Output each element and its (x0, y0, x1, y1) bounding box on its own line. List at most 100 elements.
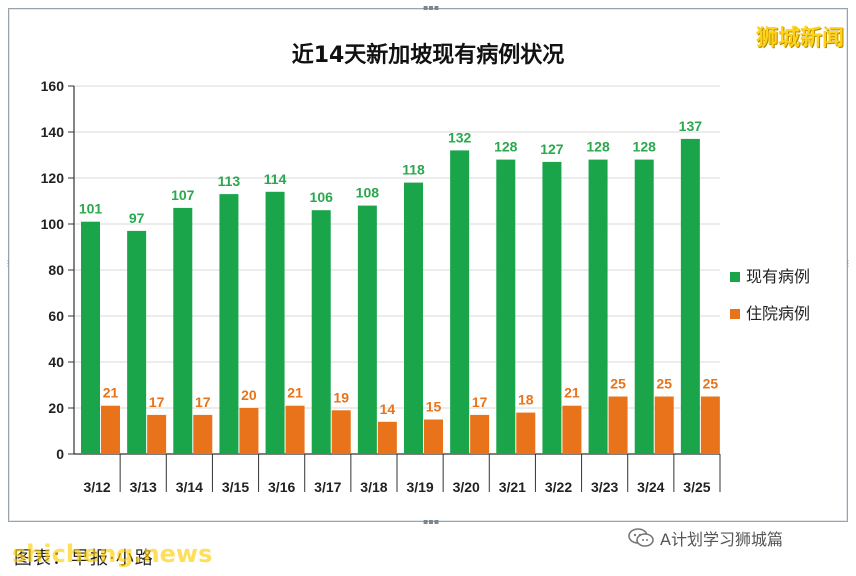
legend-label: 住院病例 (746, 304, 810, 323)
bar-hospitalized (562, 405, 582, 454)
bar-existing (265, 191, 285, 455)
bar-existing (357, 205, 377, 454)
bar-hospitalized (424, 419, 443, 454)
x-tick-label: 3/21 (499, 479, 526, 495)
x-tick-label: 3/19 (406, 479, 433, 495)
wechat-icon (628, 528, 654, 547)
bar-hospitalized (700, 396, 720, 454)
resize-handle-right[interactable]: ⋮ (844, 259, 852, 268)
data-label: 97 (129, 210, 145, 226)
bar-existing (219, 194, 239, 454)
x-tick-label: 3/14 (176, 479, 203, 495)
data-label: 17 (149, 394, 165, 410)
wechat-account: A计划学习狮城篇 (628, 528, 783, 549)
data-label: 128 (494, 139, 518, 155)
bar-hospitalized (470, 414, 490, 454)
wechat-account-name: A计划学习狮城篇 (660, 530, 783, 549)
legend-swatch (730, 309, 740, 319)
resize-handle-bottom[interactable]: ▪▪▪ (423, 517, 440, 526)
bar-existing (127, 230, 147, 454)
data-label: 128 (586, 139, 610, 155)
x-tick-label: 3/20 (453, 479, 480, 495)
bars (81, 138, 720, 455)
bar-hospitalized (193, 414, 213, 454)
x-tick-label: 3/18 (360, 479, 387, 495)
legend-swatch (730, 272, 740, 282)
bar-hospitalized (239, 408, 259, 454)
data-label: 17 (195, 394, 211, 410)
bar-existing (450, 150, 470, 454)
data-label: 18 (518, 392, 534, 408)
x-tick-label: 3/13 (130, 479, 157, 495)
data-label: 19 (333, 389, 349, 405)
bar-existing (680, 138, 700, 454)
bar-hospitalized (285, 405, 305, 454)
data-label: 108 (356, 185, 380, 201)
data-label: 107 (171, 187, 195, 203)
data-label: 106 (310, 189, 334, 205)
data-label: 21 (103, 385, 119, 401)
data-label: 21 (287, 385, 303, 401)
bar-existing (588, 159, 608, 454)
x-tick-label: 3/24 (637, 479, 664, 495)
x-tick-label: 3/23 (591, 479, 618, 495)
bar-existing (496, 159, 516, 454)
y-tick-label: 120 (41, 170, 65, 186)
data-label: 25 (610, 376, 626, 392)
data-label: 113 (218, 173, 241, 189)
data-labels: 101 21 97 17 107 17 113 20 114 21 106 19 108 14 118 15 1… (79, 118, 719, 417)
y-tick-label: 160 (41, 78, 65, 94)
y-tick-label: 0 (56, 446, 64, 462)
y-tick-label: 140 (41, 124, 65, 140)
x-axis: 3/12 3/13 3/14 3/15 3/16 3/17 3/18 3/19 3/20 3/21… (74, 453, 721, 495)
data-label: 114 (264, 171, 287, 187)
y-tick-label: 40 (48, 354, 64, 370)
chart-title: 近14天新加坡现有病例状况 (292, 42, 565, 68)
data-label: 137 (679, 118, 703, 134)
y-tick-label: 20 (48, 400, 64, 416)
data-label: 132 (448, 129, 472, 145)
y-tick-label: 80 (48, 262, 64, 278)
watermark-logo: 狮城新闻 (755, 25, 844, 51)
data-label: 21 (564, 385, 580, 401)
y-axis: 0 20 40 60 80 100 120 140 160 (41, 78, 75, 462)
data-label: 25 (703, 376, 719, 392)
bar-hospitalized (654, 396, 674, 454)
data-label: 118 (402, 162, 425, 178)
bar-existing (404, 182, 423, 454)
legend-label: 现有病例 (746, 267, 810, 286)
bar-hospitalized (331, 410, 351, 454)
y-tick-label: 60 (48, 308, 64, 324)
bar-hospitalized (147, 414, 167, 454)
data-label: 25 (656, 376, 672, 392)
bar-hospitalized (377, 421, 397, 454)
data-label: 127 (540, 141, 564, 157)
resize-handle-top[interactable]: ▪▪▪ (423, 3, 440, 12)
bar-hospitalized (101, 405, 120, 454)
data-label: 101 (79, 201, 103, 217)
bar-existing (542, 161, 562, 454)
source-watermark: shicheng.news (12, 540, 213, 568)
source-credit: 图表：早报·小路 (14, 548, 154, 569)
bar-existing (173, 207, 193, 454)
resize-handle-left[interactable]: ⋮ (4, 259, 12, 268)
y-tick-label: 100 (41, 216, 65, 232)
data-label: 17 (472, 394, 488, 410)
x-tick-label: 3/16 (268, 479, 295, 495)
bar-existing (311, 210, 331, 454)
data-label: 15 (426, 399, 442, 415)
x-tick-label: 3/25 (683, 479, 710, 495)
data-label: 20 (241, 387, 257, 403)
x-tick-label: 3/12 (83, 479, 110, 495)
data-label: 14 (380, 401, 396, 417)
bar-existing (81, 221, 100, 454)
x-tick-label: 3/15 (222, 479, 249, 495)
x-tick-label: 3/17 (314, 479, 341, 495)
x-tick-label: 3/22 (545, 479, 572, 495)
bar-existing (634, 159, 654, 454)
data-label: 128 (633, 139, 657, 155)
bar-hospitalized (608, 396, 628, 454)
bar-hospitalized (516, 412, 536, 454)
